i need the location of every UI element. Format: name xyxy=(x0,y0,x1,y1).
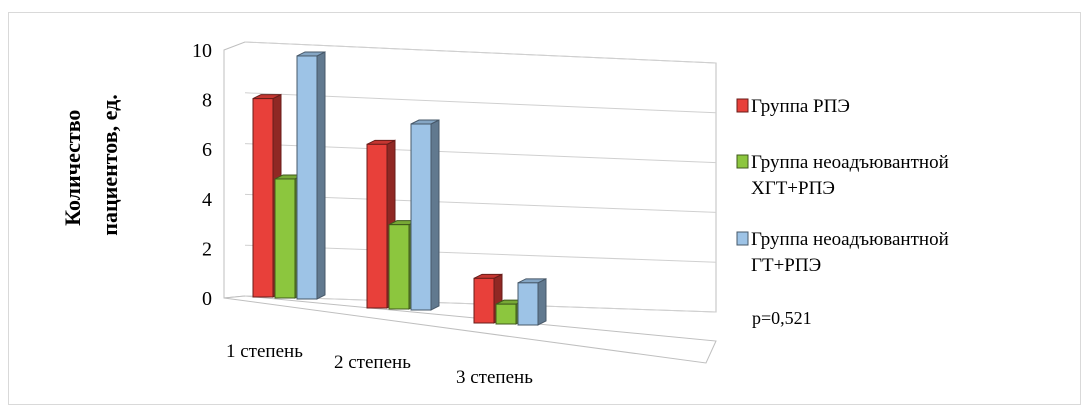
x-axis-labels: 1 степень 2 степень 3 степень xyxy=(226,341,533,388)
gridline xyxy=(244,41,717,64)
x-tick-label: 1 степень xyxy=(226,341,303,362)
y-tick-label: 0 xyxy=(202,288,212,310)
x-tick-label: 2 степень xyxy=(334,352,411,373)
y-tick-label: 4 xyxy=(202,189,212,211)
plot-area: 0 2 4 6 8 10 1 степень 2 степень 3 степень xyxy=(192,40,717,388)
y-axis-title-line-2: пациентов, ед. xyxy=(97,94,122,235)
legend-label-line: ХГТ+РПЭ xyxy=(751,178,835,199)
bar-front xyxy=(366,143,388,309)
floor xyxy=(223,295,717,364)
bar-front xyxy=(252,98,274,298)
legend-label: Группа РПЭ xyxy=(751,96,850,117)
bar xyxy=(517,278,547,326)
y-axis-title: Количество пациентов, ед. xyxy=(60,94,122,235)
bar-side xyxy=(537,278,547,326)
y-tick-label: 8 xyxy=(202,90,212,112)
bar-front xyxy=(388,224,410,310)
y-axis-ticks: 0 2 4 6 8 10 xyxy=(192,40,212,310)
x-tick-label: 3 степень xyxy=(456,367,533,388)
bar xyxy=(296,51,326,300)
legend-swatch xyxy=(736,231,749,246)
p-value-annotation: p=0,521 xyxy=(752,308,812,328)
y-axis-title-line-1: Количество xyxy=(60,110,85,226)
bar-front xyxy=(473,277,495,324)
bars xyxy=(252,51,547,326)
y-tick-label: 6 xyxy=(202,139,212,161)
y-tick-label: 10 xyxy=(192,40,212,62)
bar-front xyxy=(274,178,296,299)
bar-front xyxy=(410,123,432,311)
y-tick-label: 2 xyxy=(202,238,212,260)
legend-label-line: Группа неоадъювантной xyxy=(751,229,949,250)
legend-label: Группа неоадъювантной ГТ+РПЭ xyxy=(751,229,949,276)
legend-label: Группа неоадъювантной ХГТ+РПЭ xyxy=(751,152,949,199)
legend-label-line: ГТ+РПЭ xyxy=(751,255,821,276)
bar-side xyxy=(430,119,440,311)
legend-label-line: Группа неоадъювантной xyxy=(751,152,949,173)
bar xyxy=(410,119,440,311)
bar xyxy=(473,273,503,324)
legend-swatch xyxy=(736,154,749,169)
bar-front xyxy=(495,303,517,325)
bar-side xyxy=(316,51,326,300)
bar-front xyxy=(517,282,539,326)
legend-swatch xyxy=(736,98,749,113)
bar-front xyxy=(296,55,318,300)
